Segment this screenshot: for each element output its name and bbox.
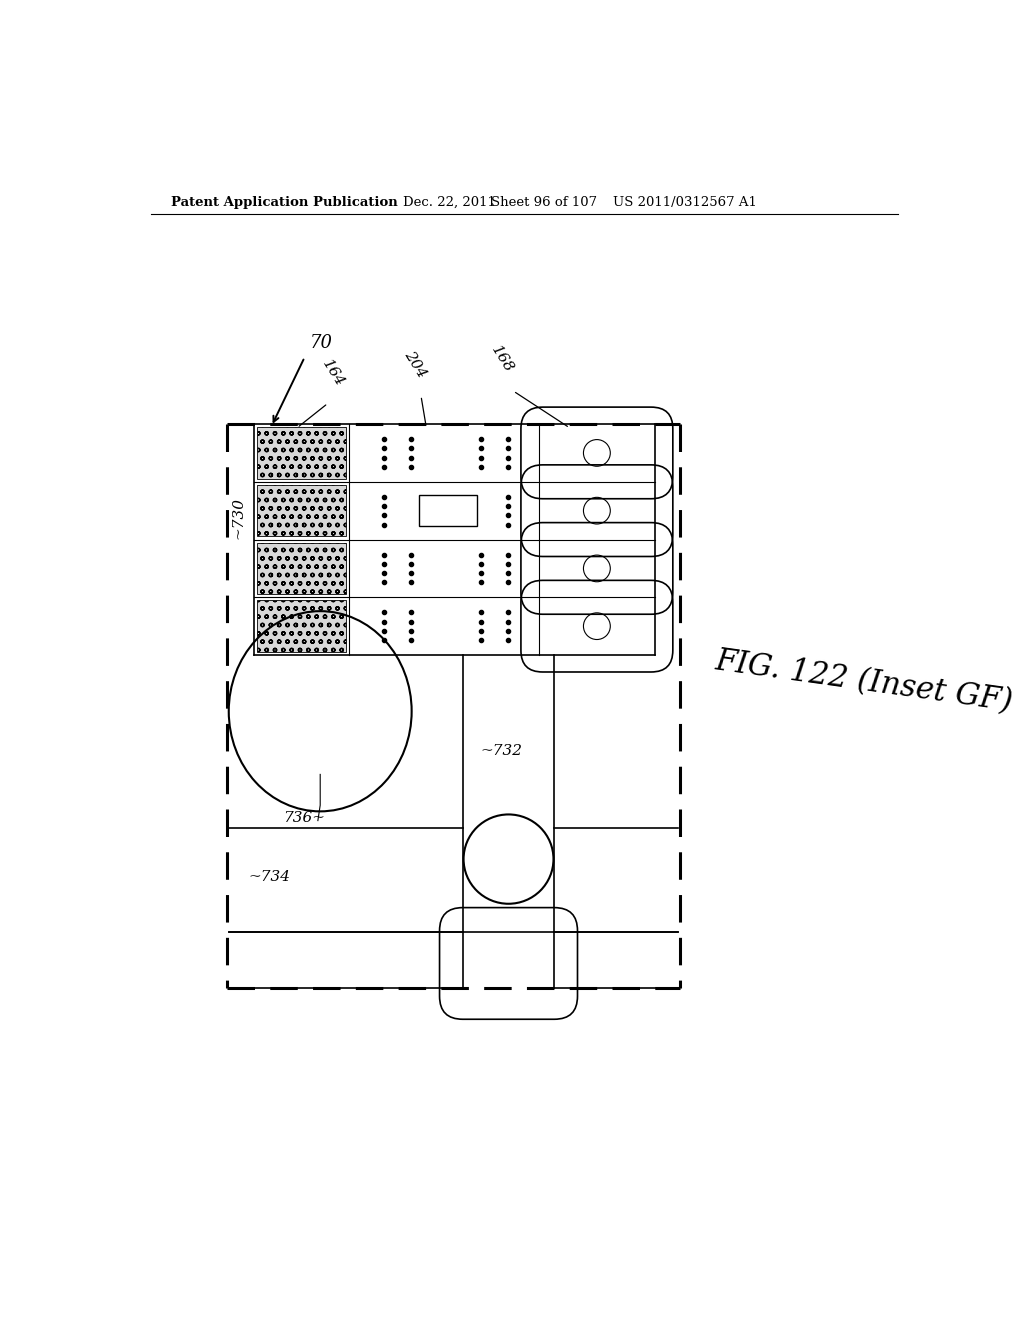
Polygon shape <box>257 484 346 536</box>
Text: 164: 164 <box>319 358 347 389</box>
Text: US 2011/0312567 A1: US 2011/0312567 A1 <box>613 195 757 209</box>
Polygon shape <box>257 601 346 652</box>
Text: 70: 70 <box>309 334 333 352</box>
Polygon shape <box>257 428 346 479</box>
Text: 736~: 736~ <box>283 810 325 825</box>
Text: FIG. 122 (Inset GF): FIG. 122 (Inset GF) <box>713 645 1015 718</box>
Text: Dec. 22, 2011: Dec. 22, 2011 <box>403 195 496 209</box>
Text: Patent Application Publication: Patent Application Publication <box>171 195 397 209</box>
Text: ~734: ~734 <box>248 870 290 883</box>
Text: ~730: ~730 <box>231 496 245 539</box>
Text: ~732: ~732 <box>480 744 522 758</box>
Text: Sheet 96 of 107: Sheet 96 of 107 <box>490 195 597 209</box>
Text: 204: 204 <box>401 348 429 381</box>
Polygon shape <box>257 543 346 594</box>
Text: 168: 168 <box>488 343 516 375</box>
